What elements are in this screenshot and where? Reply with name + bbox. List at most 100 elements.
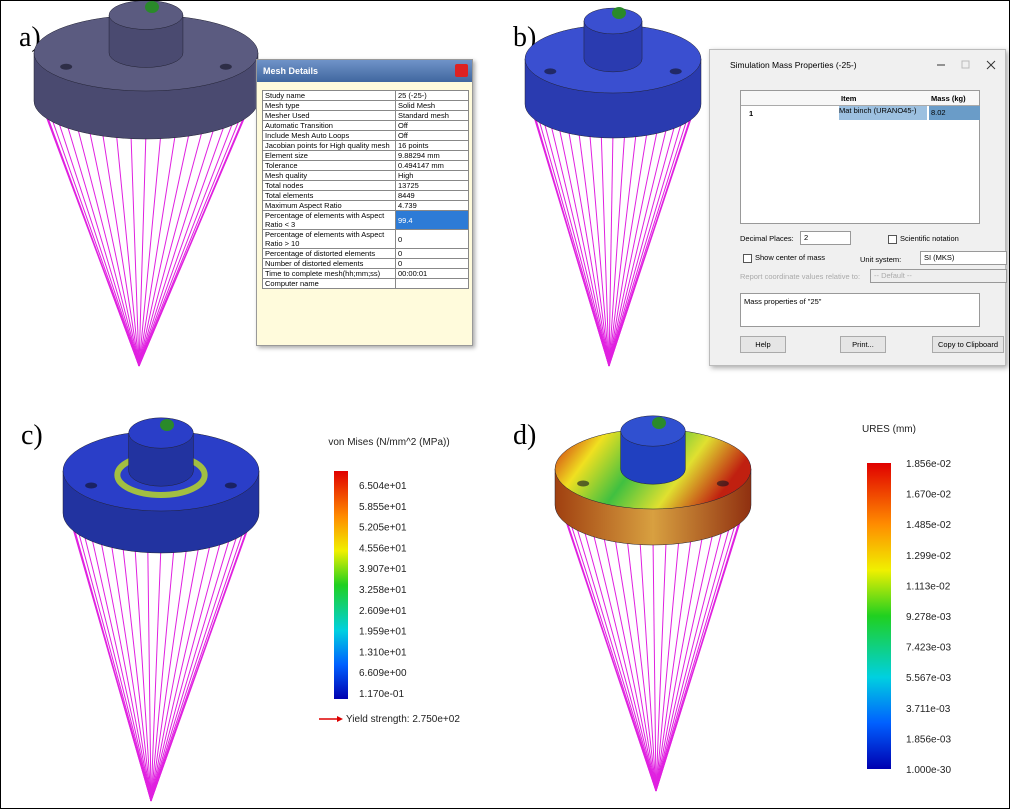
figure: a) b) c) d) von Mises (N/mm^2 (MPa)) Yie…: [0, 0, 1010, 809]
bolt-hole: [85, 483, 97, 489]
dialog-title: Simulation Mass Properties (-25-): [730, 60, 857, 70]
row-value: 9.88294 mm: [396, 151, 469, 161]
table-row: Mesh typeSolid Mesh: [263, 101, 469, 111]
row-label: Mesh quality: [263, 171, 396, 181]
table-row: Percentage of elements with Aspect Ratio…: [263, 230, 469, 249]
row-value: Off: [396, 121, 469, 131]
unit-select[interactable]: SI (MKS): [920, 251, 1007, 265]
row-value: 25 (-25-): [396, 91, 469, 101]
relative-select[interactable]: -- Default --: [870, 269, 1007, 283]
legend-tick-label: 3.258e+01: [359, 585, 407, 596]
fixture-icon: [652, 417, 666, 429]
load-line: [91, 533, 151, 801]
load-line: [151, 542, 200, 801]
panel-label: d): [513, 420, 536, 451]
load-line: [102, 128, 139, 366]
mass-cell[interactable]: 8.02: [929, 106, 980, 120]
legend-tick-label: 5.855e+01: [359, 502, 407, 513]
legend-tick-label: 1.113e-02: [906, 581, 951, 592]
row-value: 0: [396, 259, 469, 269]
load-line: [44, 107, 139, 366]
row-value: [396, 279, 469, 289]
row-label: Mesher Used: [263, 111, 396, 121]
legend-tick-label: 1.310e+01: [359, 647, 407, 658]
load-line: [578, 128, 609, 366]
fixture-icon: [145, 1, 159, 13]
load-line: [111, 539, 151, 801]
legend-tick-label: 1.485e-02: [906, 520, 951, 531]
bolt-hole: [60, 64, 72, 70]
load-line: [568, 126, 609, 366]
column-header: Item: [841, 94, 856, 103]
close-button[interactable]: [455, 64, 468, 77]
row-value: Standard mesh: [396, 111, 469, 121]
load-line: [76, 524, 151, 801]
item-cell[interactable]: Mat binch (URANO45-): [839, 106, 927, 120]
mesh-table: Study name25 (-25-)Mesh typeSolid MeshMe…: [262, 90, 469, 289]
load-line: [550, 120, 609, 366]
legend-tick-label: 6.609e+00: [359, 668, 407, 679]
bolt-hole: [670, 68, 682, 74]
load-line: [139, 128, 190, 366]
legend-tick-label: 1.856e-03: [906, 734, 951, 745]
button[interactable]: Print...: [840, 336, 886, 353]
row-label: Percentage of elements with Aspect Ratio…: [263, 211, 396, 230]
row-label: Jacobian points for High quality mesh: [263, 141, 396, 151]
row-label: Percentage of distorted elements: [263, 249, 396, 259]
table-row: Computer name: [263, 279, 469, 289]
panel-label: c): [21, 420, 43, 451]
load-line: [592, 528, 656, 791]
checkbox-label: Scientific notation: [900, 234, 959, 243]
load-line: [558, 123, 609, 366]
load-line: [151, 536, 222, 801]
load-line: [49, 111, 139, 366]
table-row: Total elements8449: [263, 191, 469, 201]
row-label: Element size: [263, 151, 396, 161]
legend-tick-label: 1.299e-02: [906, 551, 951, 562]
row-value: 16 points: [396, 141, 469, 151]
load-line: [609, 123, 668, 366]
legend-tick-label: 7.423e-03: [906, 643, 951, 654]
row-value: 00:00:01: [396, 269, 469, 279]
load-line: [609, 100, 697, 366]
row-label: Time to complete mesh(hh;mm;ss): [263, 269, 396, 279]
row-value: Off: [396, 131, 469, 141]
load-line: [76, 123, 139, 366]
fixture-icon: [612, 7, 626, 19]
load-line: [627, 536, 656, 791]
legend-tick-label: 2.609e+01: [359, 606, 407, 617]
window-controls[interactable]: [935, 58, 1005, 72]
table-row: Maximum Aspect Ratio4.739: [263, 201, 469, 211]
load-line: [139, 119, 226, 366]
checkbox[interactable]: Show center of mass: [743, 253, 825, 263]
checkbox-label: Show center of mass: [755, 253, 825, 262]
load-line: [609, 117, 683, 366]
label: Decimal Places:: [740, 234, 794, 243]
decimal-input[interactable]: 2: [800, 231, 851, 245]
button[interactable]: Copy to Clipboard: [932, 336, 1004, 353]
row-label: Tolerance: [263, 161, 396, 171]
color-bar: [334, 471, 348, 699]
row-label: Mesh type: [263, 101, 396, 111]
dialog-title: Mesh Details: [263, 66, 318, 76]
row-label: Total elements: [263, 191, 396, 201]
checkbox[interactable]: Scientific notation: [888, 234, 959, 244]
legend-tick-label: 3.711e-03: [906, 704, 951, 715]
legend-title: URES (mm): [862, 424, 916, 435]
dialog-header: Mesh Details: [257, 60, 472, 82]
load-line: [656, 520, 731, 791]
row-value: 99.4: [396, 211, 469, 230]
load-line: [151, 528, 239, 801]
button[interactable]: Help: [740, 336, 786, 353]
load-line: [575, 520, 656, 791]
bolt-hole: [717, 481, 729, 487]
load-line: [656, 525, 723, 791]
load-line: [100, 536, 151, 801]
mass-grid: Item Mass (kg) 1 Mat binch (URANO45-) 8.…: [740, 90, 980, 224]
